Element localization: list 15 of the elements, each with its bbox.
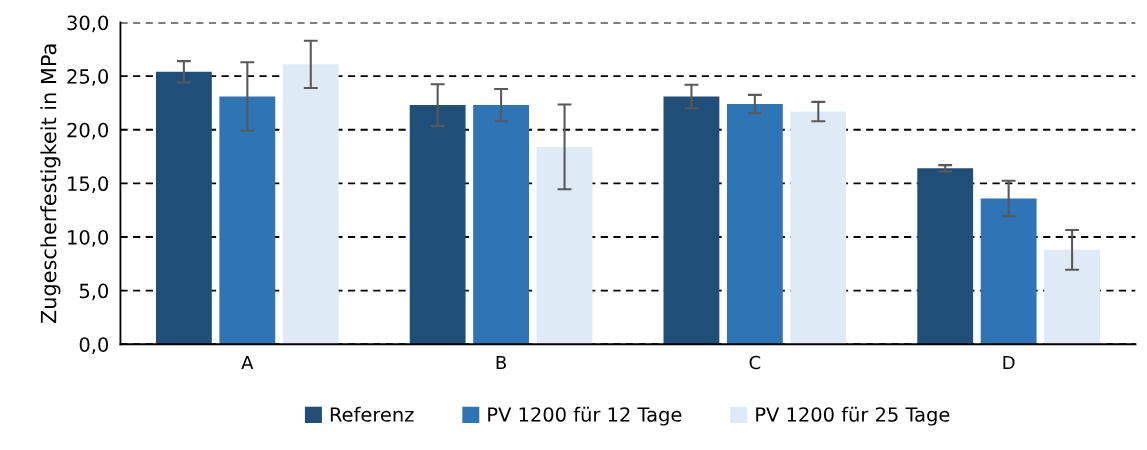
y-tick-label: 5,0 [79,283,109,301]
y-axis-title: Zugescherfestigkeit in MPa [40,44,61,324]
legend-label: Referenz [330,406,414,422]
x-tick-label: C [749,355,761,370]
y-tick-label: 15,0 [68,176,109,194]
y-tick-label: 10,0 [68,229,109,247]
x-tick-label: A [241,355,254,370]
x-tick-label: B [496,355,507,370]
legend-label: PV 1200 für 25 Tage [756,406,950,426]
y-tick-label: 25,0 [67,69,109,86]
y-tick-label: 20,0 [67,122,109,140]
x-tick-label: D [1003,355,1015,370]
y-tick-label: 30,0 [67,15,109,33]
legend-label: PV 1200 für 12 Tage [488,406,682,426]
y-tick-label: 0,0 [79,337,109,354]
